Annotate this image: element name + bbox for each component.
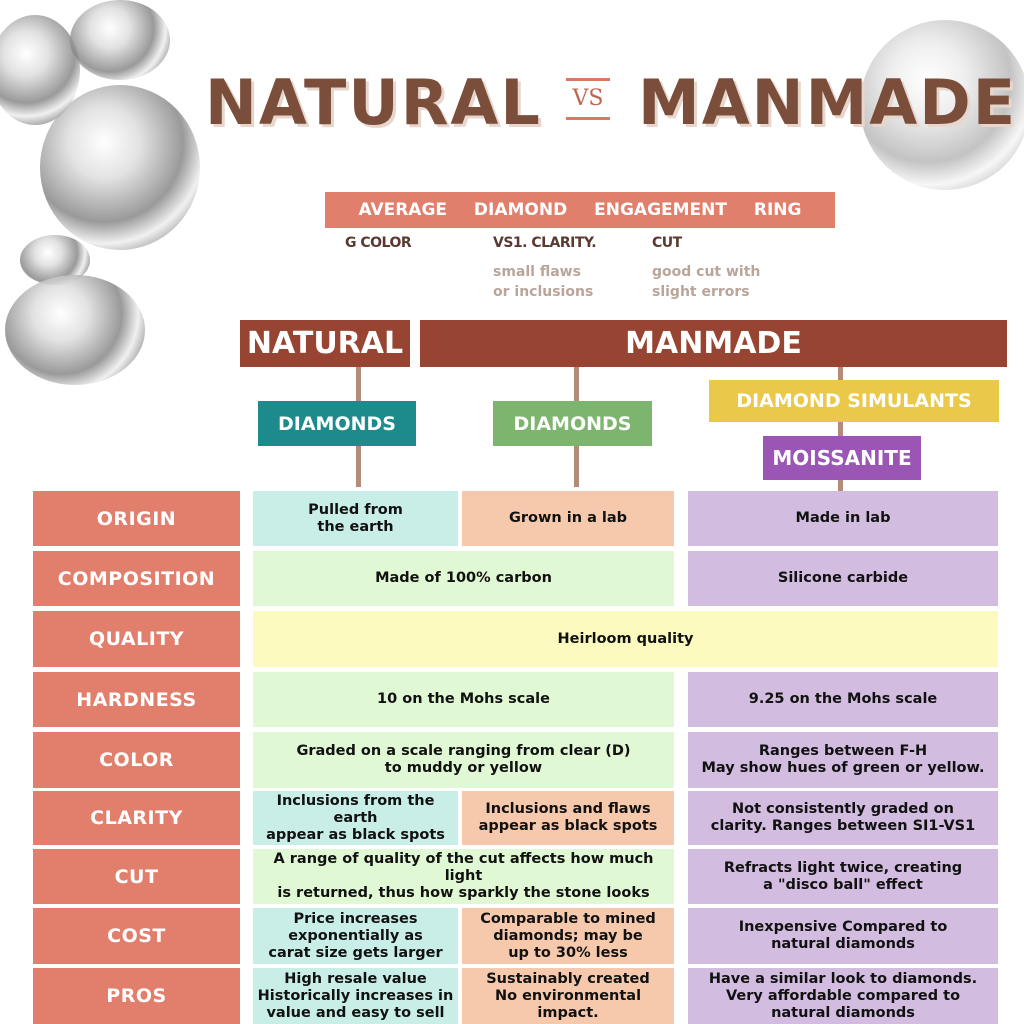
cell-clarity-lab: Inclusions and flaws appear as black spo… — [462, 791, 674, 845]
row-label-cut: CUT — [33, 849, 240, 904]
diamond-image — [5, 275, 145, 385]
category-natural-diamonds: DIAMONDS — [258, 401, 416, 446]
diamond-image — [0, 15, 80, 125]
cell-quality-all: Heirloom quality — [253, 611, 998, 667]
row-label-origin: ORIGIN — [33, 491, 240, 546]
banner-word: ENGAGEMENT — [594, 200, 727, 220]
cell-hardness-diamonds: 10 on the Mohs scale — [253, 672, 674, 727]
diamond-image — [70, 0, 170, 80]
cell-composition-simulant: Silicone carbide — [688, 551, 998, 606]
cell-origin-natural: Pulled from the earth — [253, 491, 458, 546]
cell-pros-simulant: Have a similar look to diamonds. Very af… — [688, 968, 998, 1024]
spec-color: G COLOR — [345, 235, 412, 251]
title-natural: NATURAL — [205, 66, 542, 139]
cell-cost-lab: Comparable to mined diamonds; may be up … — [462, 908, 674, 964]
spec-clarity: VS1. CLARITY. — [493, 235, 597, 251]
row-label-cost: COST — [33, 908, 240, 964]
row-label-hardness: HARDNESS — [33, 672, 240, 727]
cell-color-diamonds: Graded on a scale ranging from clear (D)… — [253, 732, 674, 788]
cell-cut-diamonds: A range of quality of the cut affects ho… — [253, 849, 674, 904]
banner-word: AVERAGE — [358, 200, 448, 220]
cell-color-simulant: Ranges between F-H May show hues of gree… — [688, 732, 998, 788]
row-label-color: COLOR — [33, 732, 240, 788]
title-vs: VS — [566, 78, 610, 120]
spec-cut: CUT — [652, 235, 682, 251]
connector-line — [838, 367, 843, 492]
category-lab-diamonds: DIAMONDS — [493, 401, 652, 446]
cell-origin-simulant: Made in lab — [688, 491, 998, 546]
diamond-image — [40, 85, 200, 250]
row-label-composition: COMPOSITION — [33, 551, 240, 606]
row-label-pros: PROS — [33, 968, 240, 1024]
row-label-clarity: CLARITY — [33, 791, 240, 845]
category-diamond-simulants: DIAMOND SIMULANTS — [709, 380, 999, 422]
cell-hardness-simulant: 9.25 on the Mohs scale — [688, 672, 998, 727]
header-natural: NATURAL — [240, 320, 410, 367]
cell-clarity-simulant: Not consistently graded on clarity. Rang… — [688, 791, 998, 845]
cell-clarity-natural: Inclusions from the earth appear as blac… — [253, 791, 458, 845]
cell-pros-lab: Sustainably created No environmental imp… — [462, 968, 674, 1024]
header-manmade: MANMADE — [420, 320, 1007, 367]
cell-origin-lab: Grown in a lab — [462, 491, 674, 546]
banner-word: RING — [753, 200, 802, 220]
cell-pros-natural: High resale value Historically increases… — [253, 968, 458, 1024]
average-ring-banner: AVERAGE DIAMOND ENGAGEMENT RING — [325, 192, 835, 228]
row-label-quality: QUALITY — [33, 611, 240, 667]
cell-cut-simulant: Refracts light twice, creating a "disco … — [688, 849, 998, 904]
cell-cost-simulant: Inexpensive Compared to natural diamonds — [688, 908, 998, 964]
category-moissanite: MOISSANITE — [763, 436, 921, 480]
title-manmade: MANMADE — [638, 66, 1018, 139]
spec-clarity-note: small flaws or inclusions — [493, 264, 594, 300]
spec-cut-note: good cut with slight errors — [652, 264, 761, 300]
diamond-image — [860, 20, 1024, 190]
banner-word: DIAMOND — [473, 200, 568, 220]
cell-composition-diamonds: Made of 100% carbon — [253, 551, 674, 606]
cell-cost-natural: Price increases exponentially as carat s… — [253, 908, 458, 964]
